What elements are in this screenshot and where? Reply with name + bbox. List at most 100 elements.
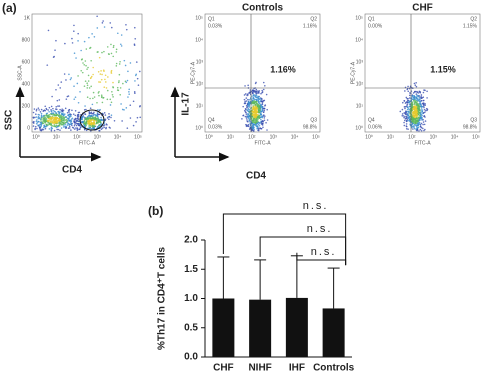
event-dot (414, 106, 417, 109)
event-dot (74, 114, 77, 117)
event-dot (96, 112, 99, 114)
event-dot (245, 117, 248, 119)
event-dot (112, 55, 115, 58)
event-dot (418, 121, 421, 124)
event-dot (52, 121, 54, 123)
event-dot (423, 108, 426, 111)
event-dot (50, 126, 53, 129)
event-dot (261, 110, 264, 112)
axis-label: FITC-A (79, 140, 96, 146)
event-dot (47, 116, 50, 119)
event-dot (246, 106, 248, 108)
event-dot (73, 128, 76, 130)
event-dot (85, 122, 87, 124)
event-dot (422, 123, 424, 126)
event-dot (115, 62, 118, 65)
event-dot (263, 117, 266, 119)
event-dot (57, 84, 60, 86)
event-dot (411, 115, 413, 117)
event-dot (61, 124, 63, 126)
event-dot (59, 129, 61, 131)
event-dot (115, 65, 118, 67)
significance-label: n.s. (307, 223, 333, 235)
event-dot (73, 85, 75, 88)
event-dot (401, 113, 404, 115)
event-dot (47, 29, 50, 32)
event-dot (75, 57, 77, 59)
event-dot (98, 56, 101, 59)
event-dot (39, 123, 42, 126)
event-dot (123, 59, 126, 62)
event-dot (252, 113, 255, 116)
event-dot (68, 123, 71, 126)
event-dot (87, 122, 90, 125)
event-dot (110, 26, 113, 29)
event-dot (134, 80, 136, 82)
event-dot (423, 115, 425, 118)
event-dot (253, 120, 255, 122)
event-dot (405, 111, 407, 114)
event-dot (129, 104, 132, 107)
x-tick-label: CHF (213, 363, 234, 374)
event-dot (261, 91, 264, 93)
event-dot (36, 127, 38, 130)
event-dot (258, 124, 261, 127)
y-tick-label: 0.0 (184, 352, 198, 363)
event-dot (33, 120, 35, 123)
event-dot (63, 113, 66, 115)
event-dot (420, 105, 423, 108)
event-dot (418, 98, 420, 100)
event-dot (60, 118, 63, 121)
event-dot (245, 108, 247, 111)
event-dot (54, 117, 57, 119)
event-dot (35, 120, 38, 123)
y-tick-label: 0.5 (184, 322, 198, 333)
event-dot (418, 100, 421, 102)
y-tick-label: 800 (22, 37, 31, 43)
event-dot (35, 116, 38, 118)
quadrant-label: 0.00% (368, 23, 383, 29)
event-dot (73, 120, 75, 123)
event-dot (68, 73, 70, 76)
event-dot (422, 102, 425, 104)
event-dot (255, 103, 257, 106)
event-dot (52, 107, 54, 110)
quadrant-label: 1.16% (303, 23, 318, 29)
event-dot (92, 91, 95, 94)
event-dot (413, 105, 416, 108)
event-dot (98, 121, 101, 123)
event-dot (46, 116, 49, 118)
event-dot (90, 85, 92, 88)
x-tick-label: NIHF (248, 363, 271, 374)
event-dot (118, 80, 120, 82)
event-dot (38, 126, 41, 129)
event-dot (103, 86, 106, 89)
event-dot (97, 118, 100, 121)
event-dot (104, 114, 107, 116)
event-dot (117, 81, 120, 84)
event-dot (407, 85, 409, 88)
event-dot (84, 105, 86, 107)
event-dot (100, 118, 103, 121)
event-dot (35, 113, 37, 115)
event-dot (76, 127, 79, 129)
event-dot (48, 106, 51, 109)
event-dot (62, 119, 65, 122)
event-dot (422, 105, 425, 108)
event-dot (76, 117, 79, 120)
event-dot (258, 106, 261, 108)
event-dot (404, 113, 407, 115)
event-dot (407, 90, 410, 93)
event-dot (259, 111, 262, 113)
event-dot (82, 62, 84, 64)
event-dot (89, 107, 92, 110)
event-dot (253, 94, 255, 97)
event-dot (404, 90, 406, 92)
axis-title: IL-17 (181, 92, 192, 116)
event-dot (244, 102, 247, 105)
event-dot (257, 99, 260, 101)
event-dot (404, 115, 406, 118)
event-dot (44, 120, 46, 123)
y-tick-label: 1K (24, 15, 31, 21)
event-dot (415, 101, 418, 104)
